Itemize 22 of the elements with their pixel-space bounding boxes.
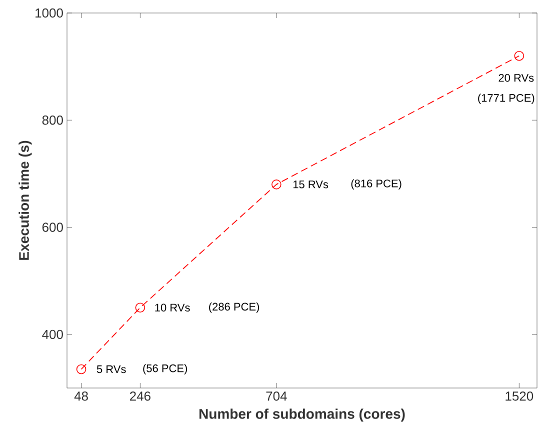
point [514,50,524,61]
y-tick-label: 600 [42,222,63,232]
annotation: (1771 PCE) [478,94,534,104]
x-tick-label: 704 [266,392,287,401]
x-tick-label: 48 [74,392,88,401]
annotation: (816 PCE) [351,179,402,190]
point [135,302,146,313]
x-tick-label: 246 [130,392,150,401]
annotation: (286 PCE) [209,302,260,313]
annotation: 15 RVs [293,180,328,188]
annotation: 5 RVs [96,365,126,374]
x-axis-title: Number of subdomains (cores) [199,408,405,422]
y-tick-label: 800 [42,116,63,125]
x-tick-label: 1520 [506,392,534,401]
point [76,364,86,374]
annotation: 20 RVs [498,74,534,82]
y-tick-label: 1000 [36,8,63,18]
annotation: (56 PCE) [143,364,188,374]
point [272,180,282,190]
y-tick-label: 400 [42,330,63,340]
annotation: 10 RVs [155,304,190,312]
y-axis-title: Execution time (s) [18,140,32,260]
